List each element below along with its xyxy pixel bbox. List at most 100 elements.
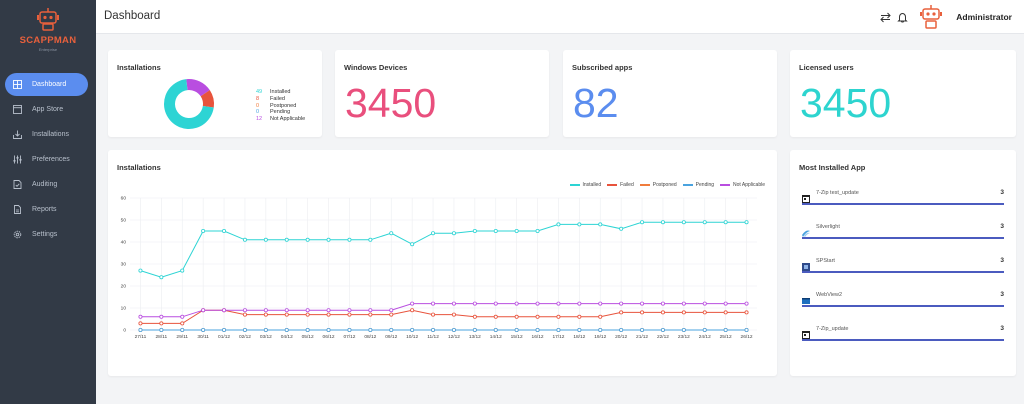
data-point-installed[interactable] <box>222 229 227 234</box>
data-point-not-applicable[interactable] <box>368 308 373 313</box>
legend-item-failed[interactable]: Failed <box>607 182 634 188</box>
data-point-not-applicable[interactable] <box>410 301 415 306</box>
data-point-installed[interactable] <box>577 222 582 227</box>
data-point-pending[interactable] <box>284 327 289 332</box>
subscribed-apps-card[interactable]: Subscribed apps 82 <box>563 50 777 137</box>
data-point-installed[interactable] <box>472 229 477 234</box>
data-point-not-applicable[interactable] <box>263 308 268 313</box>
data-point-pending[interactable] <box>347 327 352 332</box>
data-point-pending[interactable] <box>201 327 206 332</box>
windows-devices-card[interactable]: Windows Devices 3450 <box>335 50 549 137</box>
data-point-failed[interactable] <box>619 310 624 315</box>
data-point-not-applicable[interactable] <box>472 301 477 306</box>
data-point-not-applicable[interactable] <box>431 301 436 306</box>
data-point-pending[interactable] <box>305 327 310 332</box>
legend-item-postponed[interactable]: Postponed <box>639 182 677 188</box>
data-point-installed[interactable] <box>201 229 206 234</box>
data-point-failed[interactable] <box>451 312 456 317</box>
data-point-pending[interactable] <box>326 327 331 332</box>
donut-slice-not-applicable[interactable] <box>186 79 210 97</box>
data-point-pending[interactable] <box>159 327 164 332</box>
data-point-pending[interactable] <box>263 327 268 332</box>
data-point-not-applicable[interactable] <box>347 308 352 313</box>
data-point-failed[interactable] <box>180 321 185 326</box>
data-point-pending[interactable] <box>368 327 373 332</box>
data-point-not-applicable[interactable] <box>660 301 665 306</box>
data-point-installed[interactable] <box>451 231 456 236</box>
data-point-failed[interactable] <box>577 314 582 319</box>
data-point-failed[interactable] <box>640 310 645 315</box>
data-point-failed[interactable] <box>535 314 540 319</box>
user-name[interactable]: Administrator <box>956 12 1012 22</box>
data-point-installed[interactable] <box>284 237 289 242</box>
data-point-pending[interactable] <box>389 327 394 332</box>
data-point-pending[interactable] <box>493 327 498 332</box>
data-point-installed[interactable] <box>702 220 707 225</box>
legend-item-pending[interactable]: Pending <box>682 182 714 188</box>
data-point-pending[interactable] <box>138 327 143 332</box>
sidebar-item-reports[interactable]: Reports <box>5 198 88 221</box>
data-point-installed[interactable] <box>535 229 540 234</box>
data-point-installed[interactable] <box>744 220 749 225</box>
data-point-not-applicable[interactable] <box>723 301 728 306</box>
data-point-not-applicable[interactable] <box>577 301 582 306</box>
data-point-pending[interactable] <box>681 327 686 332</box>
sidebar-item-settings[interactable]: Settings <box>5 223 88 246</box>
data-point-installed[interactable] <box>556 222 561 227</box>
data-point-not-applicable[interactable] <box>284 308 289 313</box>
data-point-not-applicable[interactable] <box>744 301 749 306</box>
data-point-not-applicable[interactable] <box>702 301 707 306</box>
avatar[interactable] <box>918 4 944 30</box>
data-point-installed[interactable] <box>159 275 164 280</box>
data-point-failed[interactable] <box>702 310 707 315</box>
data-point-not-applicable[interactable] <box>222 308 227 313</box>
data-point-installed[interactable] <box>347 237 352 242</box>
data-point-failed[interactable] <box>159 321 164 326</box>
data-point-not-applicable[interactable] <box>535 301 540 306</box>
data-point-installed[interactable] <box>681 220 686 225</box>
data-point-failed[interactable] <box>744 310 749 315</box>
data-point-installed[interactable] <box>326 237 331 242</box>
data-point-not-applicable[interactable] <box>326 308 331 313</box>
data-point-not-applicable[interactable] <box>242 308 247 313</box>
data-point-installed[interactable] <box>493 229 498 234</box>
bell-icon[interactable] <box>897 10 908 28</box>
donut-slice-installed[interactable] <box>164 79 214 129</box>
data-point-not-applicable[interactable] <box>138 314 143 319</box>
data-point-installed[interactable] <box>410 242 415 247</box>
data-point-failed[interactable] <box>556 314 561 319</box>
data-point-installed[interactable] <box>263 237 268 242</box>
data-point-failed[interactable] <box>493 314 498 319</box>
legend-item-installed[interactable]: Installed <box>569 182 601 188</box>
sidebar-item-installations[interactable]: Installations <box>5 123 88 146</box>
data-point-failed[interactable] <box>138 321 143 326</box>
data-point-pending[interactable] <box>222 327 227 332</box>
data-point-installed[interactable] <box>180 268 185 273</box>
data-point-pending[interactable] <box>180 327 185 332</box>
sidebar-item-dashboard[interactable]: Dashboard <box>5 73 88 96</box>
data-point-installed[interactable] <box>640 220 645 225</box>
data-point-not-applicable[interactable] <box>493 301 498 306</box>
data-point-pending[interactable] <box>472 327 477 332</box>
donut-slice-failed[interactable] <box>200 90 214 108</box>
data-point-not-applicable[interactable] <box>681 301 686 306</box>
data-point-pending[interactable] <box>702 327 707 332</box>
data-point-not-applicable[interactable] <box>619 301 624 306</box>
brand-logo[interactable]: SCAPPMAN Enterprise <box>0 8 96 52</box>
data-point-failed[interactable] <box>431 312 436 317</box>
data-point-failed[interactable] <box>347 312 352 317</box>
sidebar-item-app-store[interactable]: App Store <box>5 98 88 121</box>
data-point-pending[interactable] <box>514 327 519 332</box>
data-point-installed[interactable] <box>138 268 143 273</box>
data-point-not-applicable[interactable] <box>180 314 185 319</box>
data-point-not-applicable[interactable] <box>305 308 310 313</box>
data-point-pending[interactable] <box>556 327 561 332</box>
data-point-pending[interactable] <box>535 327 540 332</box>
data-point-pending[interactable] <box>723 327 728 332</box>
data-point-installed[interactable] <box>619 226 624 231</box>
data-point-pending[interactable] <box>242 327 247 332</box>
data-point-pending[interactable] <box>451 327 456 332</box>
data-point-installed[interactable] <box>598 222 603 227</box>
data-point-pending[interactable] <box>410 327 415 332</box>
data-point-not-applicable[interactable] <box>598 301 603 306</box>
